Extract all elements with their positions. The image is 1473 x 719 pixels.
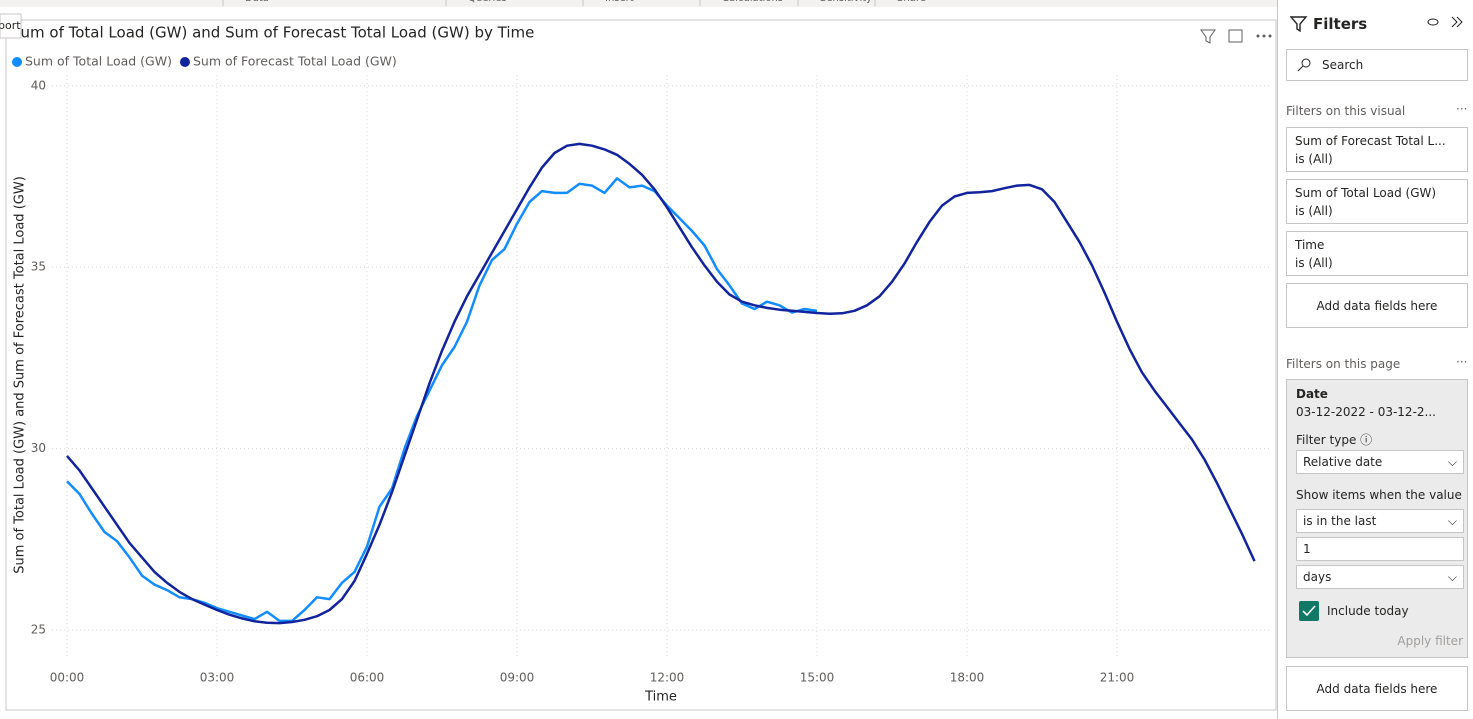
card-state: is (All) — [1295, 256, 1333, 270]
checkbox[interactable] — [1299, 601, 1319, 621]
operator-select[interactable]: is in the last ⌵ — [1296, 509, 1464, 533]
y-tick-label: 35 — [31, 260, 46, 274]
x-tick-label: 03:00 — [200, 671, 235, 685]
apply-button[interactable]: Apply filter — [1397, 634, 1463, 648]
chart-title: Sum of Total Load (GW) and Sum of Foreca… — [11, 24, 534, 42]
add-text: Add data fields here — [1316, 682, 1438, 696]
chart: Data Queries Insert Calculations Sensitivity… — [0, 0, 1277, 711]
search-text: Search — [1322, 58, 1364, 72]
y-tick-label: 30 — [31, 441, 46, 455]
legend-label: Sum of Total Load (GW) — [25, 54, 172, 69]
filter-card[interactable]: Sum of Forecast Total L... is (All) — [1286, 127, 1468, 172]
section-heading: Filters on this visual — [1286, 104, 1406, 118]
field: Date — [1296, 387, 1328, 401]
card-field: Time — [1295, 238, 1325, 252]
add-fields[interactable]: Add data fields here — [1286, 666, 1468, 711]
input-text: 1 — [1303, 542, 1311, 556]
visual-icons[interactable] — [1200, 29, 1272, 44]
card-state: is (All) — [1295, 152, 1333, 166]
x-tick-label: 15:00 — [800, 671, 835, 685]
section-heading: Filters on this page — [1286, 357, 1401, 371]
label: Show items when the value — [1296, 488, 1462, 502]
amount-input[interactable]: 1 — [1296, 537, 1464, 561]
x-tick-label: 00:00 — [50, 671, 85, 685]
ribbon-item: Share — [897, 0, 926, 4]
filter-card[interactable]: Sum of Total Load (GW) is (All) — [1286, 179, 1468, 224]
more[interactable]: ··· — [1456, 102, 1468, 116]
series-line — [66, 142, 1256, 625]
legend-label: Sum of Forecast Total Load (GW) — [193, 54, 397, 69]
filter-card[interactable]: Time is (All) — [1286, 231, 1468, 276]
more[interactable]: ··· — [1456, 355, 1468, 369]
y-axis-title: Sum of Total Load (GW) and Sum of Foreca… — [13, 176, 28, 574]
filters-pane: Filters Search Filters on this visual ··… — [1277, 0, 1473, 719]
search-box[interactable]: Search — [1286, 49, 1468, 81]
card-state: is (All) — [1295, 204, 1333, 218]
x-tick-label: 09:00 — [500, 671, 535, 685]
x-tick-label: 12:00 — [650, 671, 685, 685]
legend-marker — [179, 57, 190, 67]
select-text: is in the last — [1303, 514, 1377, 528]
label-text: Filter type — [1296, 433, 1357, 447]
card-field: Sum of Total Load (GW) — [1295, 186, 1437, 200]
ribbon-item: Queries — [468, 0, 507, 4]
visual-frame — [5, 19, 1277, 711]
select-text: Relative date — [1303, 455, 1383, 469]
ribbon-item: Data — [245, 0, 269, 4]
add-fields[interactable]: Add data fields here — [1286, 283, 1468, 328]
x-tick-label: 18:00 — [950, 671, 985, 685]
label: Filter type ⓘ — [1296, 433, 1373, 447]
x-tick-label: 21:00 — [1100, 671, 1135, 685]
tooltip-text: port — [0, 19, 21, 32]
y-tick-label: 40 — [31, 78, 46, 92]
filter-icon — [1290, 16, 1308, 33]
y-tick-label: 25 — [31, 622, 46, 636]
checkbox-label: Include today — [1327, 604, 1409, 618]
ribbon — [0, 0, 1277, 7]
pane-title: Filters — [1313, 15, 1368, 33]
ribbon-item: Calculations — [722, 0, 783, 4]
card-field: Sum of Forecast Total L... — [1295, 134, 1446, 148]
ribbon-item: Insert — [605, 0, 634, 4]
ribbon-item: Sensitivity — [820, 0, 872, 4]
x-axis-title: Time — [644, 690, 677, 705]
range: 03-12-2022 - 03-12-2... — [1296, 405, 1436, 419]
date-card: Date 03-12-2022 - 03-12-2... Filter type… — [1286, 379, 1468, 658]
ribbon-items: Data Queries Insert Calculations Sensitivity… — [222, 0, 926, 6]
select-text: days — [1303, 570, 1332, 584]
add-text: Add data fields here — [1316, 299, 1438, 313]
legend-marker — [12, 57, 22, 67]
tooltip — [0, 13, 22, 39]
filter-type-select[interactable]: Relative date ⌵ — [1296, 450, 1464, 474]
x-tick-label: 06:00 — [350, 671, 385, 685]
pane-icons[interactable] — [1426, 15, 1466, 31]
unit-select[interactable]: days ⌵ — [1296, 565, 1464, 589]
